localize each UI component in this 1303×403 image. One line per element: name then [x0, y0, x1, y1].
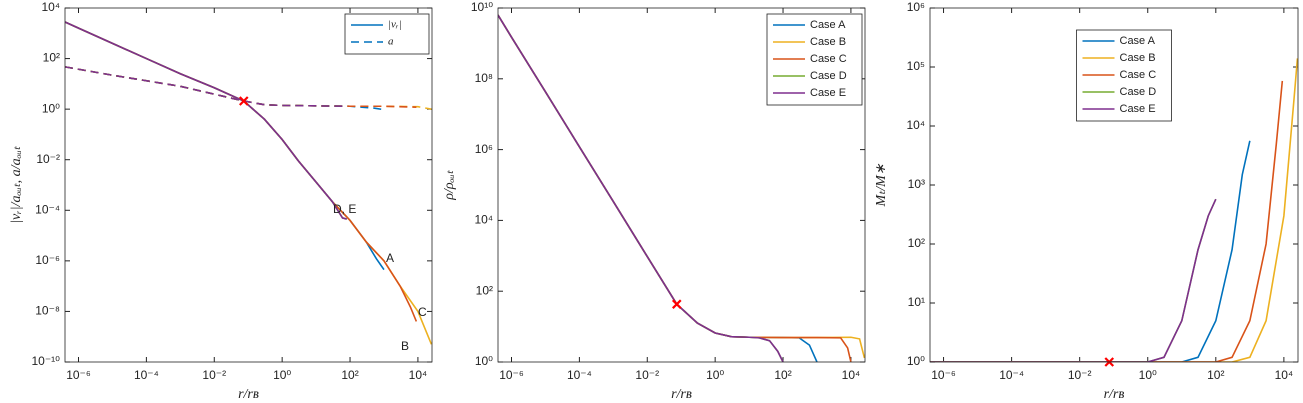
y-tick-label: 10⁰: [907, 354, 925, 368]
y-tick-label: 10⁰: [42, 101, 60, 115]
x-tick-label: 10⁻²: [1068, 368, 1092, 382]
y-tick-label: 10⁵: [907, 59, 925, 73]
panel: 10⁻⁶ 10⁻⁴ 10⁻² 10⁰ 10² 10⁴ 10⁻¹⁰ 10⁻⁸ 10⁻⁶ 10⁻⁴ 10…: [9, 0, 433, 402]
y-axis-label: |vᵣ|/aₒᵤₜ, a/aₒᵤₜ: [9, 145, 24, 223]
y-axis-label: Mₜ/M∗: [874, 163, 889, 207]
panel: 10⁻⁶ 10⁻⁴ 10⁻² 10⁰ 10² 10⁴ 10⁰ 10¹ 10² 10³ 10⁴ 10⁵ 1…: [874, 0, 1299, 402]
x-tick-label: 10⁻⁴: [567, 368, 592, 382]
y-tick-label: 10⁻⁸: [35, 304, 60, 318]
y-tick-label: 10²: [908, 236, 925, 250]
annotation: A: [386, 251, 394, 265]
legend-label: Case B: [1120, 52, 1156, 64]
panel: 10⁻⁶ 10⁻⁴ 10⁻² 10⁰ 10² 10⁴ 10⁰ 10² 10⁴ 10⁶ 10⁸ 10¹⁰…: [442, 0, 866, 402]
y-tick-label: 10⁶: [475, 142, 493, 156]
x-tick-label: 10²: [774, 368, 791, 382]
data-line: [930, 58, 1298, 362]
x-tick-label: 10⁰: [273, 368, 291, 382]
legend-label: Case A: [810, 19, 846, 31]
x-tick-label: 10⁻²: [635, 368, 659, 382]
y-tick-label: 10⁻⁴: [35, 202, 60, 216]
y-tick-label: 10⁻²: [36, 152, 60, 166]
legend-box: [344, 13, 430, 55]
x-tick-label: 10⁻²: [202, 368, 226, 382]
y-tick-label: 10⁸: [475, 71, 493, 85]
axes-box: [64, 7, 433, 363]
x-axis-label: r/rʙ: [1104, 387, 1125, 402]
x-tick-label: 10⁻⁶: [66, 368, 91, 382]
y-axis-label: ρ/ρₒᵤₜ: [442, 169, 457, 200]
annotation: D, E: [333, 202, 356, 216]
point-marker: [238, 96, 249, 106]
lines: [498, 14, 865, 362]
x-axis-label: r/rʙ: [671, 387, 692, 402]
data-line: [498, 14, 784, 362]
legend-label: Case E: [1120, 103, 1156, 115]
y-tick-label: 10⁶: [907, 0, 925, 14]
x-tick-label: 10⁻⁴: [134, 368, 159, 382]
plot-area: [65, 8, 432, 362]
y-tick-label: 10¹: [908, 295, 925, 309]
x-tick-label: 10⁻⁶: [931, 368, 956, 382]
y-tick-label: 10²: [476, 283, 493, 297]
x-tick-label: 10⁴: [842, 368, 861, 382]
data-line: [65, 21, 347, 220]
y-tick-label: 10²: [43, 51, 60, 65]
legend-label: a: [388, 36, 394, 48]
annotation: C: [418, 305, 427, 319]
annotation: B: [401, 339, 409, 353]
x-tick-label: 10⁴: [1275, 368, 1294, 382]
legend-label: Case A: [1120, 35, 1156, 47]
data-line: [930, 80, 1284, 362]
axes-box: [497, 7, 866, 363]
data-line: [930, 198, 1217, 362]
y-tick-label: 10⁻¹⁰: [32, 354, 61, 368]
legend-label: Case C: [1120, 69, 1157, 81]
y-tick-label: 10⁴: [474, 213, 493, 227]
axes-box: [929, 7, 1299, 363]
lines: [930, 58, 1298, 362]
legend-label: Case D: [1120, 86, 1157, 98]
y-tick-label: 10⁴: [906, 118, 925, 132]
legend-label: Case E: [810, 87, 846, 99]
x-tick-label: 10⁰: [1139, 368, 1157, 382]
x-tick-label: 10²: [1207, 368, 1224, 382]
legend-label: Case B: [810, 36, 846, 48]
data-line: [65, 66, 347, 108]
legend-label: Case D: [810, 70, 847, 82]
data-line: [930, 140, 1251, 362]
y-tick-label: 10⁻⁶: [35, 253, 60, 267]
y-tick-label: 10⁰: [475, 354, 493, 368]
legend-label: Case C: [810, 53, 847, 65]
x-tick-label: 10²: [341, 368, 358, 382]
y-tick-label: 10⁴: [41, 0, 60, 14]
lines: [65, 21, 432, 345]
x-axis-label: r/rʙ: [238, 387, 259, 402]
point-marker: [671, 299, 682, 309]
x-tick-label: 10⁰: [706, 368, 724, 382]
y-tick-label: 10³: [908, 177, 925, 191]
x-tick-label: 10⁻⁶: [499, 368, 524, 382]
y-tick-label: 10¹⁰: [471, 0, 493, 14]
legend-label: |vᵣ|: [388, 19, 402, 31]
x-tick-label: 10⁴: [409, 368, 428, 382]
x-tick-label: 10⁻⁴: [999, 368, 1024, 382]
